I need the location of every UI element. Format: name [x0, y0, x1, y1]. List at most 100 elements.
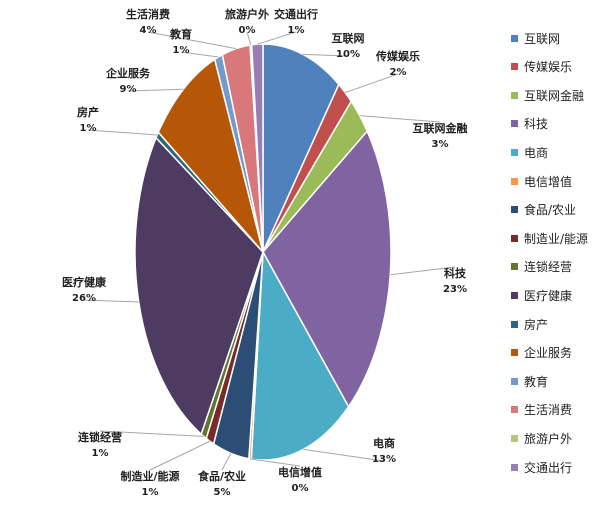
slice-value-8: 1%	[142, 487, 159, 498]
slice-label-8: 制造业/能源	[120, 469, 179, 483]
pie-slice-4	[262, 129, 392, 409]
legend-label: 传媒娱乐	[524, 60, 573, 75]
legend-swatch	[511, 234, 518, 242]
slice-value-13: 1%	[173, 45, 190, 56]
legend-label: 旅游户外	[524, 431, 573, 446]
leader-line-5	[303, 448, 385, 462]
slice-label-16: 交通出行	[274, 7, 318, 21]
slice-label-5: 电商	[373, 436, 395, 450]
slice-label-15: 旅游户外	[225, 7, 269, 21]
legend-item-10: 医疗健康	[511, 287, 572, 303]
slice-value-7: 5%	[214, 487, 231, 498]
slice-value-2: 2%	[390, 67, 407, 78]
legend-swatch	[511, 463, 518, 471]
legend-swatch	[511, 177, 518, 185]
legend-label: 生活消费	[524, 403, 573, 418]
leader-line-3	[359, 115, 441, 123]
legend-item-2: 传媒娱乐	[511, 59, 572, 75]
legend-label: 医疗健康	[524, 288, 573, 303]
legend-label: 食品/农业	[524, 203, 577, 218]
legend-label: 电商	[524, 145, 549, 160]
legend-item-14: 生活消费	[511, 402, 572, 418]
slice-label-6: 电信增值	[278, 465, 322, 479]
legend-label: 制造业/能源	[524, 231, 589, 246]
leader-line-6	[249, 458, 301, 467]
legend-label: 连锁经营	[524, 260, 573, 275]
slice-label-13: 教育	[169, 27, 192, 41]
legend-swatch	[511, 377, 518, 385]
legend-item-12: 企业服务	[511, 345, 572, 361]
legend-item-7: 食品/农业	[511, 202, 576, 218]
slice-value-15: 0%	[239, 25, 256, 36]
slice-value-11: 1%	[80, 123, 97, 134]
leader-line-1	[302, 53, 349, 57]
legend-item-13: 教育	[511, 373, 548, 389]
legend-item-3: 互联网金融	[511, 87, 584, 103]
slice-label-14: 生活消费	[126, 7, 170, 21]
slice-value-1: 10%	[336, 49, 360, 60]
pie-slice-16	[250, 43, 264, 253]
legend-swatch	[511, 291, 518, 299]
legend-item-4: 科技	[511, 116, 548, 132]
legend-swatch	[511, 206, 518, 214]
leader-line-7	[221, 453, 232, 471]
legend-swatch	[511, 434, 518, 442]
legend-swatch	[511, 349, 518, 357]
slice-value-4: 23%	[443, 284, 467, 295]
legend-label: 科技	[524, 117, 549, 132]
leader-line-2	[345, 73, 399, 94]
slice-value-10: 26%	[72, 293, 96, 304]
leader-line-4	[390, 266, 456, 276]
leader-line-15	[246, 31, 252, 46]
leader-line-9	[99, 430, 204, 437]
legend-item-16: 交通出行	[511, 459, 572, 475]
pie-slice-1	[262, 43, 340, 253]
leader-line-12	[127, 88, 184, 92]
slice-value-14: 4%	[140, 25, 157, 36]
leader-line-13	[180, 51, 219, 58]
legend-item-15: 旅游户外	[511, 430, 572, 446]
legend-label: 交通出行	[524, 460, 573, 475]
slice-label-2: 传媒娱乐	[375, 49, 420, 63]
leader-line-11	[87, 129, 158, 136]
legend-swatch	[511, 406, 518, 414]
slice-label-11: 房产	[77, 105, 99, 119]
legend-item-5: 电商	[511, 144, 548, 160]
legend-label: 房产	[524, 317, 549, 332]
legend-item-8: 制造业/能源	[511, 230, 588, 246]
slice-value-9: 1%	[92, 448, 109, 459]
legend-label: 教育	[524, 374, 549, 389]
legend-swatch	[511, 148, 518, 156]
leader-line-16	[257, 31, 297, 45]
slice-label-4: 科技	[444, 266, 467, 280]
legend-swatch	[511, 263, 518, 271]
slice-label-7: 食品/农业	[198, 469, 246, 483]
legend-label: 电信增值	[524, 174, 573, 189]
legend-swatch	[511, 63, 518, 71]
slice-value-5: 13%	[372, 454, 396, 465]
legend-swatch	[511, 34, 518, 42]
slice-label-10: 医疗健康	[62, 275, 107, 289]
slice-label-9: 连锁经营	[78, 430, 122, 444]
slice-value-6: 0%	[292, 483, 309, 494]
legend-item-11: 房产	[511, 316, 548, 332]
legend-swatch	[511, 320, 518, 328]
leader-line-14	[147, 31, 237, 50]
legend-swatch	[511, 120, 518, 128]
pie-slice-10	[134, 136, 264, 436]
slice-label-12: 企业服务	[105, 66, 151, 80]
legend-label: 互联网	[524, 31, 561, 46]
leader-line-10	[83, 299, 139, 303]
leader-line-8	[149, 440, 211, 471]
legend-item-1: 互联网	[511, 30, 560, 46]
legend-label: 企业服务	[524, 346, 573, 361]
slice-value-12: 9%	[120, 84, 137, 95]
legend-label: 互联网金融	[524, 88, 585, 103]
legend-swatch	[511, 91, 518, 99]
slice-label-1: 互联网	[332, 31, 365, 45]
legend-item-9: 连锁经营	[511, 259, 572, 275]
legend-item-6: 电信增值	[511, 173, 572, 189]
slice-value-16: 1%	[288, 25, 305, 36]
slice-value-3: 3%	[432, 139, 449, 150]
